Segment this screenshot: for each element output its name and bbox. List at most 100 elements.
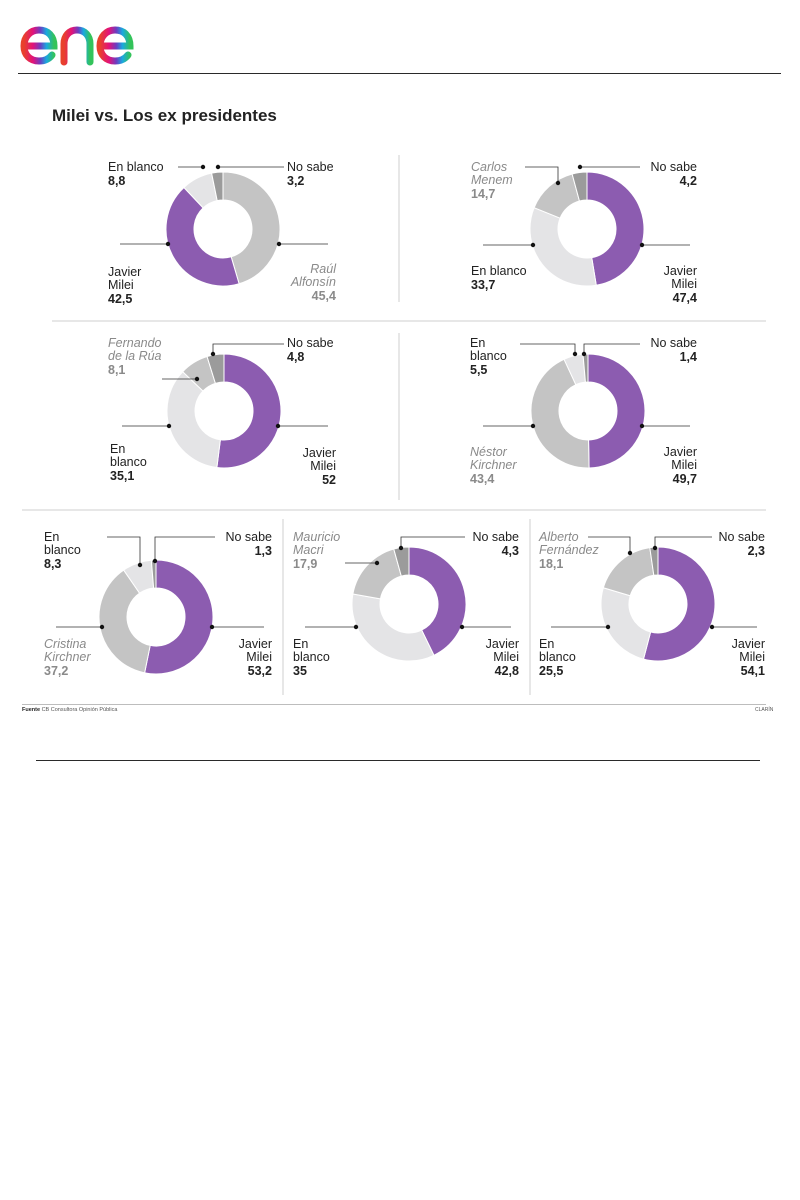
label-rival-line: Fernández xyxy=(539,543,600,557)
label-milei-line: Javier xyxy=(664,445,697,459)
source-value: CB Consultora Opinión Pública xyxy=(41,707,118,713)
label-nosabe-line: No sabe xyxy=(718,530,765,544)
slice-rival xyxy=(352,548,402,600)
label-blanco-line: blanco xyxy=(539,650,576,664)
value-milei: 42,5 xyxy=(108,292,132,306)
label-milei-line: Javier xyxy=(732,637,765,651)
leader-nosabe xyxy=(583,343,640,354)
slice-milei xyxy=(586,171,645,286)
leader-dot-nosabe xyxy=(210,351,216,357)
leader-dot-blanco xyxy=(200,164,206,170)
slice-nosabe xyxy=(571,171,588,202)
slice-blanco xyxy=(166,371,221,469)
leader-dot-blanco xyxy=(353,624,359,630)
label-blanco-line: En blanco xyxy=(108,160,164,174)
leader-rival xyxy=(588,536,631,553)
label-rival-line: Raúl xyxy=(310,262,337,276)
slice-rival xyxy=(602,547,655,597)
leader-dot-rival xyxy=(99,624,105,630)
label-milei-line: Milei xyxy=(108,278,134,292)
leader-dot-rival xyxy=(276,241,282,247)
label-rival-line: Fernando xyxy=(108,336,162,350)
label-blanco-line: En xyxy=(470,336,485,350)
label-milei-line: Javier xyxy=(303,446,336,460)
slice-nosabe xyxy=(649,546,659,576)
label-milei-line: Milei xyxy=(246,650,272,664)
value-rival: 43,4 xyxy=(470,472,494,486)
leader-nosabe xyxy=(654,536,712,548)
slice-rival xyxy=(530,358,590,469)
slice-milei xyxy=(587,353,646,469)
value-blanco: 35 xyxy=(293,664,307,678)
label-blanco-line: blanco xyxy=(470,349,507,363)
label-rival-line: Macri xyxy=(293,543,325,557)
label-nosabe-line: No sabe xyxy=(287,336,334,350)
enel-logo-icon xyxy=(20,10,148,66)
label-milei-line: Milei xyxy=(671,277,697,291)
label-blanco-line: blanco xyxy=(44,543,81,557)
value-rival: 45,4 xyxy=(312,289,336,303)
label-blanco-line: blanco xyxy=(293,650,330,664)
leader-dot-rival xyxy=(627,550,633,556)
credit: CLARÍN xyxy=(755,707,774,713)
value-milei: 54,1 xyxy=(741,664,765,678)
label-rival-line: Kirchner xyxy=(470,458,517,472)
label-milei-line: Milei xyxy=(671,458,697,472)
value-nosabe: 4,3 xyxy=(502,544,519,558)
value-rival: 18,1 xyxy=(539,557,563,571)
leader-dot-milei xyxy=(209,624,215,630)
label-milei-line: Milei xyxy=(739,650,765,664)
value-nosabe: 4,2 xyxy=(680,174,697,188)
leader-dot-rival xyxy=(194,376,200,382)
slice-blanco xyxy=(351,593,435,662)
leader-nosabe xyxy=(212,343,284,354)
value-nosabe: 3,2 xyxy=(287,174,304,188)
value-rival: 8,1 xyxy=(108,363,125,377)
source-note: Fuente CB Consultora Opinión Pública xyxy=(22,707,117,713)
label-blanco-line: En xyxy=(293,637,308,651)
slice-nosabe xyxy=(211,171,224,202)
value-milei: 47,4 xyxy=(673,291,697,305)
leader-dot-milei xyxy=(459,624,465,630)
value-blanco: 33,7 xyxy=(471,278,495,292)
value-blanco: 5,5 xyxy=(470,363,487,377)
leader-dot-rival xyxy=(374,560,380,566)
label-rival-line: Cristina xyxy=(44,637,86,651)
leader-dot-nosabe xyxy=(652,545,658,551)
leader-blanco xyxy=(107,536,141,565)
leader-rival xyxy=(525,166,559,183)
value-blanco: 35,1 xyxy=(110,469,134,483)
chart-title: Milei vs. Los ex presidentes xyxy=(52,106,277,125)
label-rival-line: Mauricio xyxy=(293,530,340,544)
label-milei-line: Javier xyxy=(664,264,697,278)
leader-dot-nosabe xyxy=(398,545,404,551)
label-rival-line: Menem xyxy=(471,173,513,187)
slice-rival xyxy=(98,569,151,674)
value-rival: 14,7 xyxy=(471,187,495,201)
label-milei-line: Javier xyxy=(486,637,519,651)
leader-nosabe xyxy=(400,536,465,548)
slice-blanco xyxy=(529,207,597,287)
value-milei: 42,8 xyxy=(495,664,519,678)
label-rival-line: Néstor xyxy=(470,445,508,459)
slice-nosabe xyxy=(150,559,157,589)
leader-dot-rival xyxy=(555,180,561,186)
leader-dot-milei xyxy=(639,423,645,429)
value-blanco: 25,5 xyxy=(539,664,563,678)
value-blanco: 8,8 xyxy=(108,174,125,188)
header-rule xyxy=(18,73,781,74)
leader-dot-blanco xyxy=(166,423,172,429)
slice-nosabe xyxy=(393,546,410,577)
leader-nosabe xyxy=(154,536,215,561)
label-rival-line: Alberto xyxy=(538,530,579,544)
label-blanco-line: En blanco xyxy=(471,264,527,278)
label-rival-line: Carlos xyxy=(471,160,507,174)
leader-dot-milei xyxy=(165,241,171,247)
leader-dot-nosabe xyxy=(152,558,158,564)
leader-dot-milei xyxy=(709,624,715,630)
